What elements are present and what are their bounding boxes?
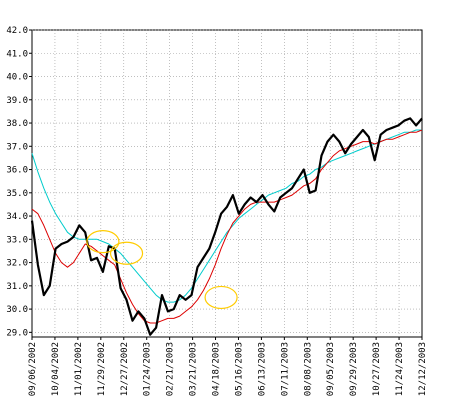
series-line-0 — [30, 117, 423, 336]
x-tick-label: 10/27/2003 — [372, 342, 382, 396]
y-tick-label: 34.0 — [6, 212, 28, 222]
y-axis-ticks: 42.0 41.0 40.0 39.0 38.0 37.0 36.0 35.0 34.0 33.0… — [6, 26, 32, 338]
series-line-1 — [31, 129, 423, 324]
series-lines — [30, 117, 423, 336]
x-tick-label: 12/27/2002 — [120, 342, 130, 396]
x-tick-label: 02/21/2003 — [166, 342, 176, 396]
y-tick-label: 37.0 — [6, 142, 28, 152]
x-axis-ticks: 09/06/2002 10/04/2002 11/01/2002 11/29/2002… — [28, 337, 428, 396]
y-tick-label: 35.0 — [6, 189, 28, 199]
x-tick-label: 03/21/2003 — [189, 342, 199, 396]
y-tick-label: 33.0 — [6, 235, 28, 245]
annotation-ellipse — [109, 241, 144, 265]
annotation-ellipse — [204, 285, 238, 310]
x-tick-label: 07/11/2003 — [280, 342, 290, 396]
x-tick-label: 11/24/2003 — [395, 342, 405, 396]
y-tick-label: 39.0 — [6, 96, 28, 106]
y-tick-label: 41.0 — [6, 49, 28, 59]
x-tick-label: 10/04/2002 — [51, 342, 61, 396]
x-tick-label: 04/18/2003 — [212, 342, 222, 396]
x-tick-label: 09/05/2003 — [326, 342, 336, 396]
y-tick-label: 42.0 — [6, 26, 28, 36]
y-tick-label: 30.0 — [6, 305, 28, 315]
x-tick-label: 05/16/2003 — [234, 342, 244, 396]
x-tick-label: 09/06/2002 — [28, 342, 38, 396]
y-tick-label: 32.0 — [6, 259, 28, 269]
annotation-ellipse — [86, 230, 120, 254]
y-tick-label: 29.0 — [6, 328, 28, 338]
y-tick-label: 38.0 — [6, 119, 28, 129]
annotations — [86, 230, 238, 310]
y-tick-label: 31.0 — [6, 282, 28, 292]
y-tick-label: 36.0 — [6, 166, 28, 176]
y-tick-label: 40.0 — [6, 73, 28, 83]
grid-lines — [32, 29, 422, 337]
x-tick-label: 09/29/2003 — [349, 342, 359, 396]
x-tick-label: 08/08/2003 — [303, 342, 313, 396]
plot-area — [31, 29, 423, 338]
x-tick-label: 06/13/2003 — [257, 342, 267, 396]
x-tick-label: 11/01/2002 — [74, 342, 84, 396]
x-tick-label: 01/24/2003 — [143, 342, 153, 396]
x-tick-label: 12/12/2003 — [418, 342, 428, 396]
x-tick-label: 11/29/2002 — [97, 342, 107, 396]
series-line-2 — [31, 129, 422, 303]
